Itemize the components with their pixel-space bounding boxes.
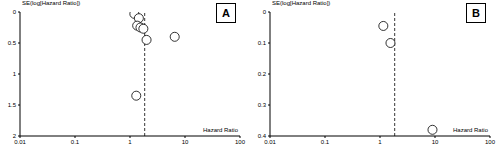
svg-text:1: 1 [13, 71, 17, 77]
html-text:Hazard Ratio: Hazard Ratio [453, 127, 488, 133]
svg-text:10: 10 [182, 139, 189, 145]
svg-text:0: 0 [263, 9, 267, 15]
svg-text:0.01: 0.01 [14, 139, 26, 145]
svg-text:0.2: 0.2 [258, 71, 267, 77]
svg-text:0.3: 0.3 [258, 102, 267, 108]
svg-text:10: 10 [432, 139, 439, 145]
svg-text:0.1: 0.1 [258, 40, 267, 46]
html-text:SE(log[Hazard Ratio]): SE(log[Hazard Ratio]) [272, 0, 331, 6]
svg-text:0.01: 0.01 [264, 139, 276, 145]
svg-text:0: 0 [13, 9, 17, 15]
svg-text:1: 1 [378, 139, 382, 145]
svg-text:100: 100 [235, 139, 246, 145]
html-text:A: A [222, 7, 230, 19]
svg-text:1.5: 1.5 [8, 102, 17, 108]
svg-text:0.1: 0.1 [71, 139, 80, 145]
html-text:SE(log[Hazard Ratio]): SE(log[Hazard Ratio]) [22, 0, 81, 6]
html-text:Hazard Ratio: Hazard Ratio [203, 127, 238, 133]
svg-text:0.1: 0.1 [321, 139, 330, 145]
html-text:B: B [472, 7, 480, 19]
svg-text:100: 100 [485, 139, 492, 145]
svg-text:0.5: 0.5 [8, 40, 17, 46]
svg-text:1: 1 [128, 139, 132, 145]
svg-text:2: 2 [13, 133, 17, 139]
svg-text:0.4: 0.4 [258, 133, 267, 139]
